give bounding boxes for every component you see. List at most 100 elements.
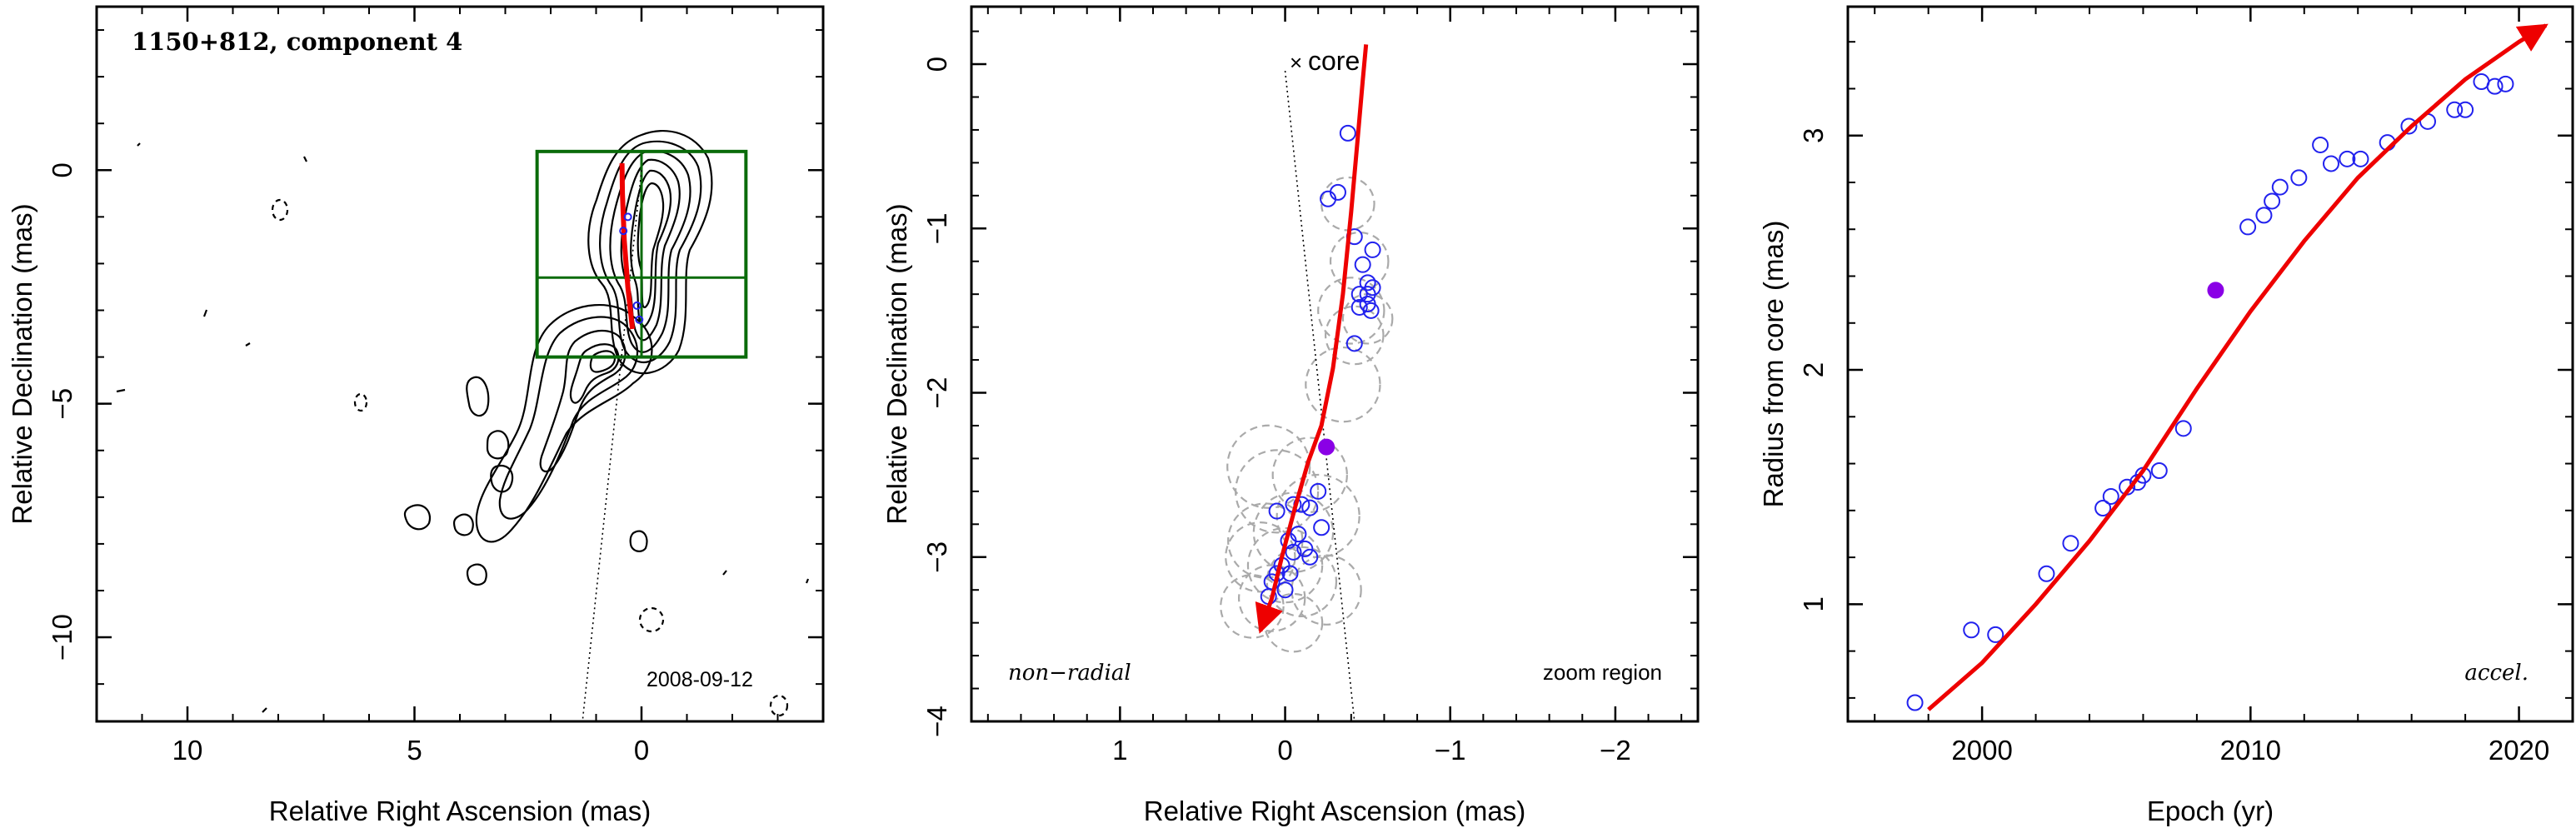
- highlight-point: [1318, 438, 1335, 456]
- panel-1-axes: 10 5 0 0 −5 −10: [47, 7, 824, 766]
- data-point: [1345, 335, 1363, 352]
- x-tick-label: 2020: [2489, 735, 2549, 766]
- panel-3-frame: [1846, 5, 2574, 723]
- fit-circle: [1235, 449, 1320, 534]
- panel-2-left-label: non−radial: [1008, 661, 1131, 686]
- data-point: [1276, 581, 1294, 599]
- panel-2-marks: [1255, 44, 1381, 722]
- panel-3-ylabel: Radius from core (mas): [1758, 221, 1789, 508]
- panel-2-right-label: zoom region: [1543, 660, 1662, 685]
- data-point: [2290, 169, 2308, 187]
- x-tick-label: 5: [407, 735, 422, 766]
- trajectory-curve: [1927, 23, 2549, 711]
- y-tick-label: −1: [921, 212, 952, 244]
- panel-2-axes: 1 0 −1 −2 0 −1 −2 −3 −4: [921, 7, 1698, 766]
- fit-circle: [1317, 277, 1385, 345]
- data-point: [2271, 178, 2289, 196]
- data-point: [1354, 256, 1371, 273]
- core-direction-line: [582, 170, 642, 722]
- panel-1-ylabel: Relative Declination (mas): [7, 203, 37, 524]
- data-point: [2486, 77, 2504, 95]
- data-point: [1987, 626, 2004, 643]
- core-label: core: [1308, 46, 1360, 76]
- panel-2-xlabel: Relative Right Ascension (mas): [1144, 796, 1526, 826]
- data-point: [1301, 499, 1319, 516]
- panel-1-title: 1150+812, component 4: [132, 27, 462, 56]
- core-direction-line: [1284, 70, 1355, 722]
- data-point: [1906, 694, 1924, 711]
- panel-3-xlabel: Epoch (yr): [2147, 796, 2274, 826]
- panel-1-frame: [95, 5, 825, 723]
- fit-circle: [1324, 305, 1385, 366]
- data-point: [1339, 124, 1356, 142]
- data-point: [2446, 101, 2464, 118]
- data-point: [2352, 150, 2369, 167]
- data-point: [1296, 540, 1314, 557]
- y-tick-label: −10: [47, 614, 77, 661]
- data-point: [2339, 150, 2356, 167]
- panel-1-date-label: 2008-09-12: [646, 668, 753, 691]
- panel-2-zoom-region: 1 0 −1 −2 0 −1 −2 −3 −4 × core non−radial zoom r…: [881, 5, 1700, 826]
- x-tick-label: 0: [634, 735, 649, 766]
- data-point: [1310, 482, 1327, 500]
- data-point: [1362, 302, 1380, 319]
- y-tick-label: 0: [47, 162, 77, 177]
- fit-circle: [1246, 526, 1324, 604]
- x-tick-label: 0: [1277, 735, 1292, 766]
- panel-3-radius-vs-epoch: 2000 2010 2020 1 2 3 accel. Epoch (yr) Radius…: [1758, 5, 2574, 826]
- data-point: [1350, 286, 1368, 303]
- y-tick-label: −2: [921, 377, 952, 409]
- fit-circle: [1266, 546, 1338, 618]
- data-point: [2102, 487, 2119, 505]
- panel-1-contour-map: 1150+812, component 4: [7, 5, 825, 826]
- panel-1-xlabel: Relative Right Ascension (mas): [269, 796, 651, 826]
- data-point: [632, 301, 642, 310]
- panel-3-axes: 2000 2010 2020 1 2 3: [1798, 7, 2574, 766]
- data-point: [619, 227, 628, 236]
- data-point: [1268, 502, 1286, 520]
- fit-circle: [1252, 491, 1335, 573]
- data-point: [2312, 136, 2329, 153]
- data-point: [1285, 543, 1302, 561]
- trajectory-curve: [1255, 44, 1369, 634]
- fit-circle: [1320, 176, 1375, 232]
- panel-3-marks: [1906, 23, 2549, 711]
- fit-circle: [1290, 554, 1362, 626]
- data-point: [2038, 565, 2055, 582]
- panel-1-marks: [582, 162, 644, 722]
- fit-circle: [1220, 574, 1285, 639]
- data-point: [2264, 192, 2281, 210]
- y-tick-label: 2: [1798, 362, 1829, 377]
- data-point: [1281, 565, 1299, 582]
- data-point: [623, 212, 632, 222]
- data-point: [2062, 535, 2079, 552]
- y-tick-label: −5: [47, 388, 77, 420]
- data-point: [2400, 117, 2418, 135]
- y-tick-label: −4: [921, 706, 952, 737]
- x-tick-label: 1: [1112, 735, 1127, 766]
- y-tick-label: 3: [1798, 128, 1829, 143]
- data-point: [1364, 279, 1381, 297]
- trajectory-curve: [619, 162, 636, 330]
- highlight-point: [2207, 282, 2224, 299]
- data-point: [1364, 241, 1381, 258]
- x-tick-label: 10: [172, 735, 203, 766]
- y-tick-label: 1: [1798, 596, 1829, 611]
- core-marker: ×: [1290, 50, 1302, 75]
- fit-circle: [1225, 521, 1296, 593]
- panel-2-frame: [970, 5, 1700, 723]
- data-point: [1963, 621, 1980, 639]
- fit-circle: [1329, 231, 1390, 292]
- contour-lines: [116, 129, 810, 713]
- data-point: [2150, 461, 2168, 479]
- fit-circle: [1271, 436, 1348, 513]
- data-point: [2255, 207, 2273, 224]
- y-tick-label: 0: [921, 57, 952, 72]
- negative-contours: [271, 198, 789, 717]
- x-tick-label: −1: [1435, 735, 1466, 766]
- data-point: [1301, 548, 1319, 566]
- fit-circle: [1305, 346, 1381, 423]
- x-tick-label: −2: [1600, 735, 1631, 766]
- data-point: [1320, 190, 1337, 207]
